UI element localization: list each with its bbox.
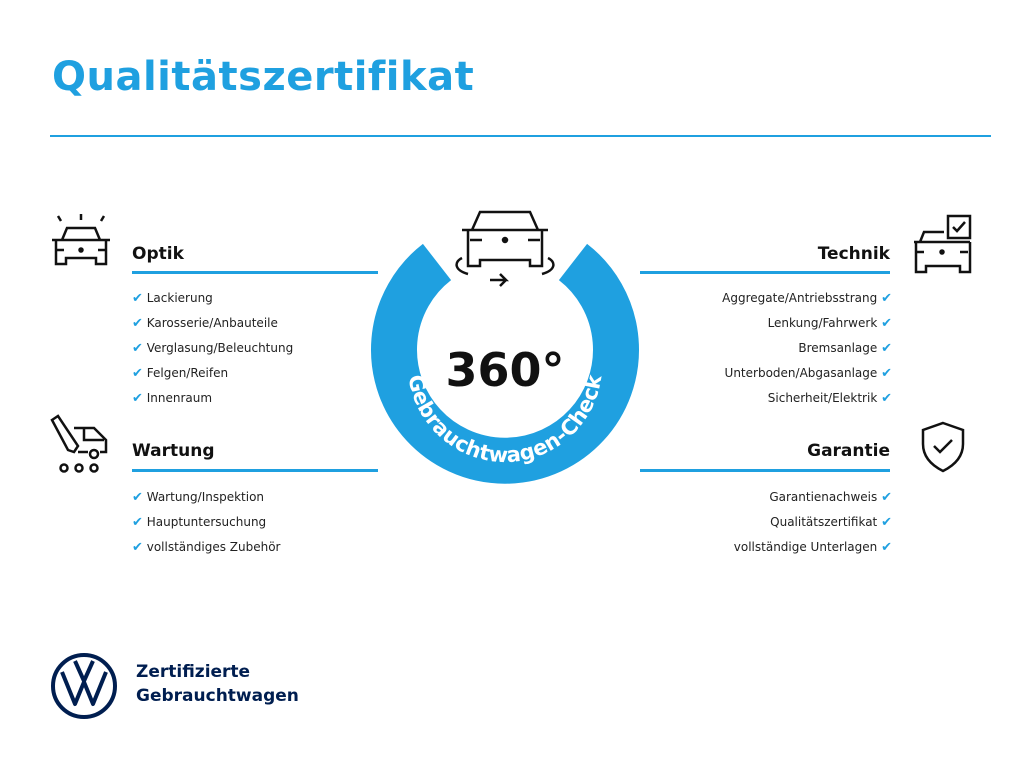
- section-line-garantie: [640, 469, 890, 472]
- section-line-optik: [132, 271, 378, 274]
- check-icon: ✔: [132, 515, 143, 530]
- section-title-technik: Technik: [817, 244, 890, 264]
- list-item: ✔ Karosserie/Anbauteile: [132, 316, 278, 331]
- check-icon: ✔: [881, 291, 892, 306]
- car-lights-icon: [52, 214, 110, 266]
- list-optik: ✔ Lackierung ✔ Karosserie/Anbauteile ✔ V…: [132, 286, 293, 411]
- check-icon: ✔: [881, 515, 892, 530]
- check-icon: ✔: [132, 540, 143, 555]
- check-icon: ✔: [132, 316, 143, 331]
- list-item: Bremsanlage ✔: [798, 341, 892, 356]
- car-check-icon: [914, 214, 972, 274]
- ring-arc: [371, 243, 639, 484]
- list-item: Garantienachweis ✔: [769, 490, 892, 505]
- list-item: ✔ Wartung/Inspektion: [132, 490, 265, 505]
- list-item: ✔ Felgen/Reifen: [132, 366, 229, 381]
- check-icon: ✔: [881, 316, 892, 331]
- service-wrench-icon: [50, 414, 108, 473]
- vw-logo: [51, 653, 117, 719]
- brand-line-2: Gebrauchtwagen: [136, 686, 299, 706]
- section-title-wartung: Wartung: [132, 441, 215, 461]
- list-technik: Aggregate/Antriebsstrang ✔ Lenkung/Fahrw…: [640, 286, 892, 411]
- list-item: Aggregate/Antriebsstrang ✔: [722, 291, 892, 306]
- brand-text: Zertifizierte Gebrauchtwagen: [136, 660, 299, 708]
- brand-line-1: Zertifizierte: [136, 662, 251, 682]
- list-wartung: ✔ Wartung/Inspektion ✔ Hauptuntersuchung…: [132, 485, 281, 560]
- list-item: ✔ vollständiges Zubehör: [132, 540, 281, 555]
- check-icon: ✔: [881, 366, 892, 381]
- page-title: Qualitätszertifikat: [52, 54, 475, 100]
- check-icon: ✔: [881, 540, 892, 555]
- list-item: ✔ Innenraum: [132, 391, 213, 406]
- list-item: ✔ Hauptuntersuchung: [132, 515, 267, 530]
- check-icon: ✔: [881, 391, 892, 406]
- list-item: vollständige Unterlagen ✔: [733, 540, 892, 555]
- 360-label: 360°: [445, 343, 564, 397]
- check-icon: ✔: [132, 391, 143, 406]
- check-icon: ✔: [881, 490, 892, 505]
- section-line-wartung: [132, 469, 378, 472]
- list-item: Sicherheit/Elektrik ✔: [767, 391, 892, 406]
- section-title-garantie: Garantie: [807, 441, 890, 461]
- list-item: Lenkung/Fahrwerk ✔: [767, 316, 892, 331]
- check-icon: ✔: [132, 366, 143, 381]
- list-item: Unterboden/Abgasanlage ✔: [724, 366, 892, 381]
- list-item: ✔ Verglasung/Beleuchtung: [132, 341, 294, 356]
- list-item: ✔ Lackierung: [132, 291, 213, 306]
- check-icon: ✔: [132, 291, 143, 306]
- title-divider: [50, 135, 991, 137]
- section-title-optik: Optik: [132, 244, 184, 264]
- check-icon: ✔: [881, 341, 892, 356]
- car-rotate-icon: [455, 210, 555, 287]
- shield-check-icon: [921, 421, 965, 473]
- 360-check-badge: Gebrauchtwagen-Check 360°: [371, 210, 639, 484]
- check-icon: ✔: [132, 490, 143, 505]
- list-item: Qualitätszertifikat ✔: [770, 515, 892, 530]
- check-icon: ✔: [132, 341, 143, 356]
- section-line-technik: [640, 271, 890, 274]
- list-garantie: Garantienachweis ✔ Qualitätszertifikat ✔…: [640, 485, 892, 560]
